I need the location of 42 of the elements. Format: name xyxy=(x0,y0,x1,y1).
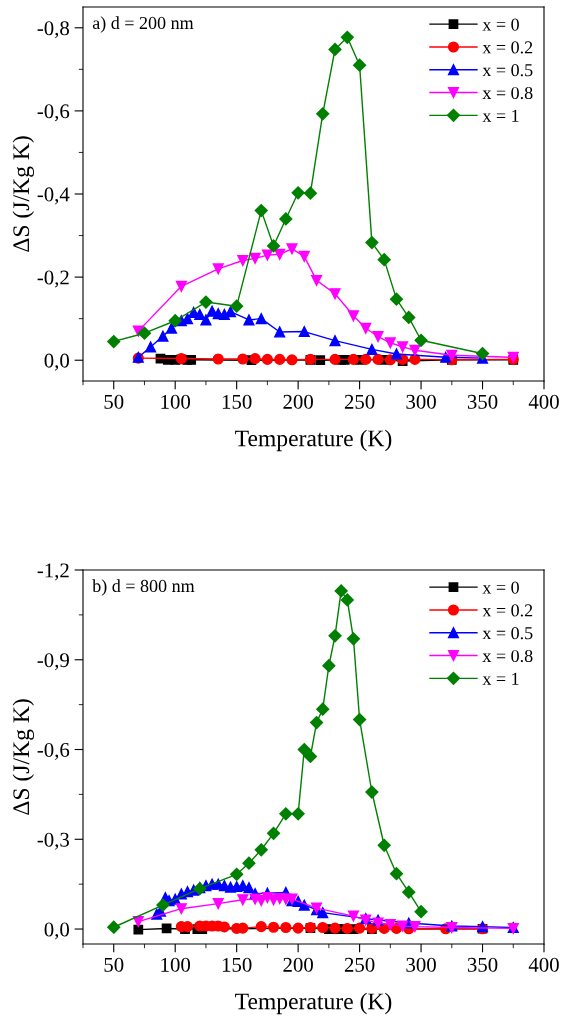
x-tick-label: 400 xyxy=(528,394,559,409)
legend-label: x = 0 xyxy=(482,581,519,594)
x-tick-label: 400 xyxy=(528,957,559,972)
y-axis-title: ΔS (J/Kg K) xyxy=(12,699,35,815)
y-tick-label: -0,4 xyxy=(37,187,70,205)
y-tick-label: -0,8 xyxy=(37,21,70,39)
legend-label: x = 0.2 xyxy=(482,604,533,617)
legend-label: x = 0.5 xyxy=(482,627,533,640)
legend-label: x = 0.8 xyxy=(482,649,533,663)
x-tick-label: 250 xyxy=(344,957,375,972)
y-tick-label: -0,9 xyxy=(37,653,69,671)
y-tick-label: -0,6 xyxy=(37,742,70,760)
x-tick-label: 350 xyxy=(467,957,498,972)
legend-label: x = 1 xyxy=(482,109,519,122)
y-tick-label: -1,2 xyxy=(37,563,69,581)
y-tick-label: 0,0 xyxy=(44,922,70,940)
legend-label: x = 0.2 xyxy=(482,41,533,54)
legend-label: x = 1 xyxy=(482,672,519,685)
x-tick-label: 50 xyxy=(104,957,124,972)
y-axis-title: ΔS (J/Kg K) xyxy=(12,136,35,252)
x-tick-label: 150 xyxy=(222,394,252,409)
x-axis-title: Temperature (K) xyxy=(235,429,392,452)
x-tick-label: 100 xyxy=(161,394,191,409)
x-tick-label: 250 xyxy=(344,394,375,409)
y-tick-label: -0,2 xyxy=(37,270,69,288)
legend-label: x = 0.5 xyxy=(482,64,533,77)
x-tick-label: 150 xyxy=(222,957,252,972)
x-tick-label: 200 xyxy=(283,394,313,409)
x-tick-label: 200 xyxy=(283,957,313,972)
legend-label: x = 0 xyxy=(482,18,519,31)
legend-label: x = 0.8 xyxy=(482,86,533,100)
x-tick-label: 300 xyxy=(406,394,436,409)
x-tick-label: 350 xyxy=(467,394,498,409)
y-tick-label: -0,6 xyxy=(37,104,70,122)
annotation: a) d = 200 nm xyxy=(92,16,194,33)
y-tick-label: -0,3 xyxy=(37,832,69,850)
y-tick-label: 0,0 xyxy=(44,353,70,371)
x-tick-label: 100 xyxy=(161,957,191,972)
x-tick-label: 300 xyxy=(406,957,436,972)
annotation: b) d = 800 nm xyxy=(92,579,195,596)
x-axis-title: Temperature (K) xyxy=(235,992,392,1015)
x-tick-label: 50 xyxy=(104,394,124,409)
